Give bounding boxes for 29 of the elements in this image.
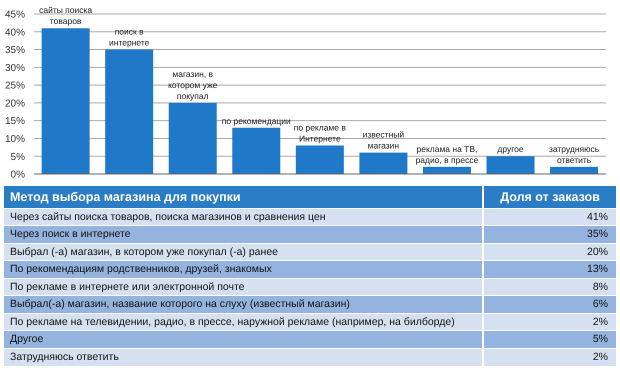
x-tick-label: затрудняюсь ответить	[548, 144, 600, 165]
y-tick-label: 0%	[10, 170, 26, 181]
x-tick-label: реклама на ТВ, радио, в прессе	[416, 144, 479, 165]
bar	[296, 146, 344, 174]
bar	[105, 50, 154, 174]
y-tick-label: 15%	[4, 116, 26, 128]
bar	[422, 166, 471, 174]
bar	[486, 156, 535, 174]
bar	[232, 128, 280, 174]
x-tick-label: другое	[497, 144, 524, 154]
y-tick-label: 20%	[4, 98, 26, 110]
bar	[359, 152, 408, 174]
methods-table: Метод выбора магазина для покупки Доля от заказов Через сайты поиска товаров, поиска магазинов и сравнения цен 41% Через поиск в интернете 35% Выбрал (-а) магазин, в котором уже покупал (-а) ранее 20% По рекомендациям родственников, друзей, знакомых 13% По рекламе в интернете или электронной почте 8% Выбрал(-а) магазин, название которого на слуху (известный магазин) 6% По рекламе на телевидении, радио, в прессе, наружной рекламе (например, на билборде) 2% Другое 5% Затрудняюсь ответить 2%	[4, 186, 616, 366]
y-tick-label: 45%	[4, 10, 26, 21]
bar	[168, 102, 217, 174]
y-tick-label: 5%	[10, 152, 26, 163]
y-tick-label: 10%	[4, 134, 26, 145]
x-tick-label: поиск в интернете	[109, 26, 150, 48]
y-tick-label: 25%	[4, 80, 26, 92]
bar	[42, 28, 90, 174]
y-tick-label: 40%	[4, 27, 26, 38]
y-tick-label: 30%	[4, 62, 26, 74]
x-tick-label: по рекомендации	[222, 116, 292, 126]
x-tick-label: сайты поиска товаров	[39, 5, 92, 26]
x-tick-label: известный магазин	[362, 130, 404, 151]
y-tick-label: 35%	[4, 45, 26, 56]
bar	[550, 166, 598, 174]
x-tick-label: магазин, в котором уже покупал	[168, 68, 218, 101]
x-tick-label: по рекламе в Интернете	[294, 122, 346, 144]
